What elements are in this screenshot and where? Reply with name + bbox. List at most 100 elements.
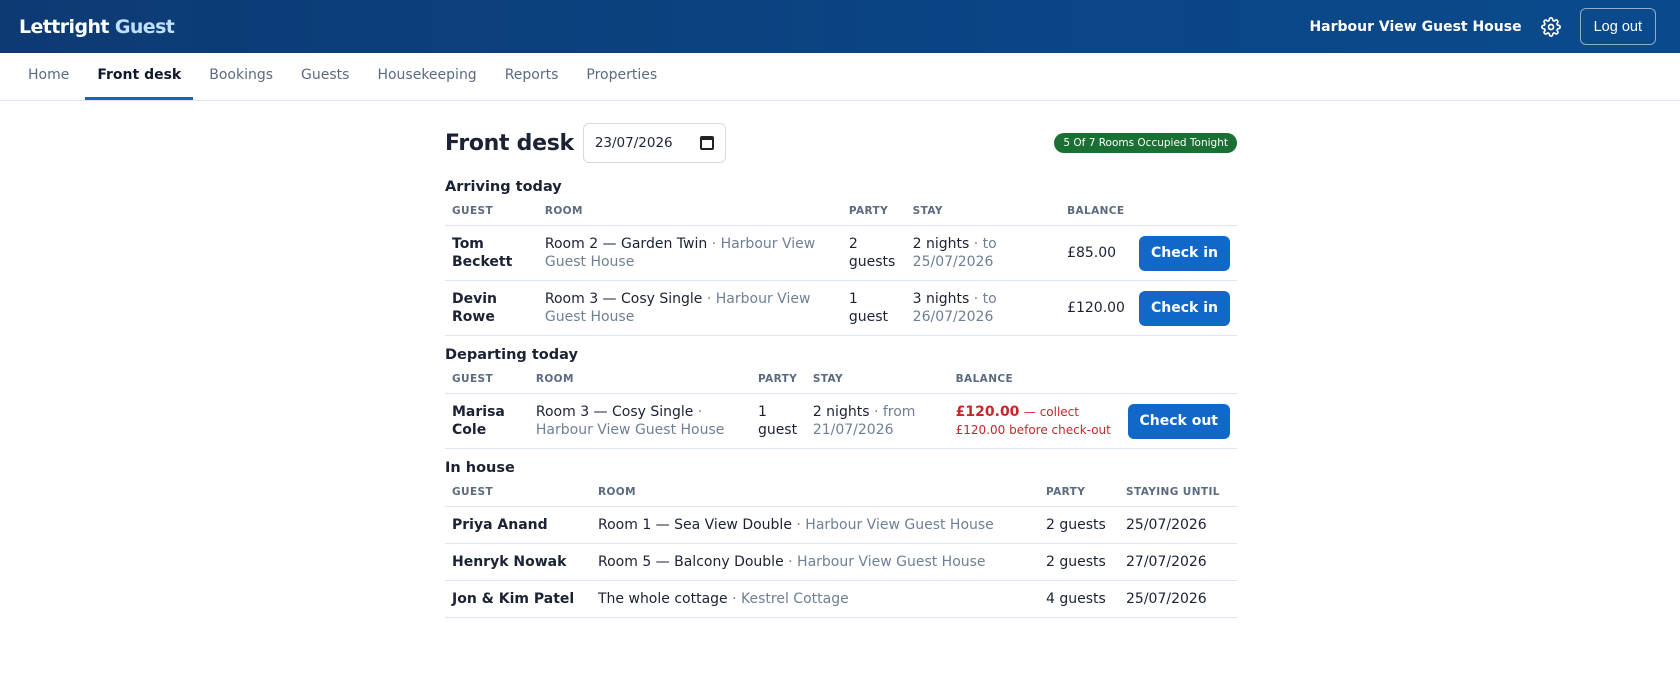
action-cell: Check out bbox=[1120, 393, 1237, 449]
calendar-icon[interactable] bbox=[699, 136, 714, 150]
room-cell: The whole cottage · Kestrel Cottage bbox=[591, 580, 1039, 618]
table-row: Henryk Nowak Room 5 — Balcony Double · H… bbox=[445, 543, 1237, 581]
property-name: · Harbour View Guest House bbox=[796, 517, 994, 533]
arriving-table: GUEST ROOM PARTY STAY BALANCE Tom Becket… bbox=[445, 203, 1237, 336]
nights: 2 nights bbox=[812, 404, 870, 420]
guest-name[interactable]: Jon & Kim Patel bbox=[445, 580, 591, 618]
brand-name-part1: Lettright bbox=[19, 15, 109, 38]
col-header-party: PARTY bbox=[750, 371, 806, 394]
check-in-button[interactable]: Check in bbox=[1139, 290, 1230, 326]
front-desk-content: Front desk 23/07/2026 5 Of 7 Rooms Occup… bbox=[445, 118, 1237, 618]
tab-home[interactable]: Home bbox=[28, 67, 70, 83]
in-house-table: GUEST ROOM PARTY STAYING UNTIL Priya Ana… bbox=[445, 484, 1237, 618]
col-header-guest: GUEST bbox=[445, 371, 529, 394]
stay-cell: 2 nights · to 25/07/2026 bbox=[905, 225, 1061, 281]
property-name: · Harbour View Guest House bbox=[544, 291, 811, 325]
guest-name[interactable]: Tom Beckett bbox=[445, 225, 538, 281]
room-cell: Room 3 — Cosy Single · Harbour View Gues… bbox=[528, 393, 751, 449]
room-cell: Room 3 — Cosy Single · Harbour View Gues… bbox=[537, 280, 842, 336]
stay-dates: · from 21/07/2026 bbox=[812, 404, 916, 438]
room-cell: Room 1 — Sea View Double · Harbour View … bbox=[591, 506, 1039, 544]
gear-icon[interactable] bbox=[1540, 16, 1562, 38]
occupancy-badge: 5 Of 7 Rooms Occupied Tonight bbox=[1054, 133, 1237, 153]
party-size: 2 guests bbox=[1039, 543, 1119, 581]
stay-dates: · to 25/07/2026 bbox=[912, 236, 997, 270]
party-size: 2 guests bbox=[1039, 506, 1119, 544]
balance: £120.00 bbox=[1060, 280, 1132, 336]
col-header-action bbox=[1132, 203, 1237, 226]
col-header-guest: GUEST bbox=[445, 484, 591, 507]
stay-cell: 3 nights · to 26/07/2026 bbox=[905, 280, 1061, 336]
col-header-stay: STAY bbox=[805, 371, 949, 394]
nights: 3 nights bbox=[912, 291, 970, 307]
action-cell: Check in bbox=[1132, 280, 1237, 336]
room-name: Room 2 — Garden Twin bbox=[544, 236, 708, 252]
table-row: Jon & Kim Patel The whole cottage · Kest… bbox=[445, 580, 1237, 618]
col-header-action bbox=[1120, 371, 1237, 394]
guest-name[interactable]: Priya Anand bbox=[445, 506, 591, 544]
col-header-guest: GUEST bbox=[445, 203, 538, 226]
property-name: · Harbour View Guest House bbox=[544, 236, 816, 270]
nights: 2 nights bbox=[912, 236, 970, 252]
section-heading-in-house: In house bbox=[445, 460, 515, 476]
top-bar: Lettright Guest Harbour View Guest House… bbox=[0, 0, 1680, 53]
brand-logo[interactable]: Lettright Guest bbox=[19, 15, 175, 38]
col-header-stay: STAY bbox=[905, 203, 1061, 226]
room-cell: Room 5 — Balcony Double · Harbour View G… bbox=[591, 543, 1039, 581]
party-size: 1 guest bbox=[841, 280, 906, 336]
date-value: 23/07/2026 bbox=[594, 135, 673, 151]
party-size: 4 guests bbox=[1039, 580, 1119, 618]
property-name: · Harbour View Guest House bbox=[535, 404, 725, 438]
check-in-button[interactable]: Check in bbox=[1139, 235, 1230, 271]
logout-button[interactable]: Log out bbox=[1579, 8, 1656, 45]
guest-name[interactable]: Devin Rowe bbox=[445, 280, 538, 336]
table-row: Devin Rowe Room 3 — Cosy Single · Harbou… bbox=[445, 280, 1237, 336]
balance: £85.00 bbox=[1060, 225, 1132, 281]
main-nav: Home Front desk Bookings Guests Housekee… bbox=[0, 53, 1680, 101]
section-heading-departing: Departing today bbox=[445, 347, 578, 363]
balance-note: — collect £120.00 before check-out bbox=[955, 405, 1111, 437]
balance-due: £120.00 bbox=[955, 404, 1020, 420]
page-title: Front desk bbox=[445, 130, 574, 156]
property-name: · Harbour View Guest House bbox=[788, 554, 986, 570]
table-row: Tom Beckett Room 2 — Garden Twin · Harbo… bbox=[445, 225, 1237, 281]
guest-name[interactable]: Marisa Cole bbox=[445, 393, 529, 449]
col-header-party: PARTY bbox=[841, 203, 906, 226]
col-header-room: ROOM bbox=[537, 203, 842, 226]
tab-guests[interactable]: Guests bbox=[301, 67, 350, 83]
stay-cell: 2 nights · from 21/07/2026 bbox=[805, 393, 949, 449]
col-header-balance: BALANCE bbox=[1060, 203, 1132, 226]
party-size: 2 guests bbox=[841, 225, 906, 281]
balance-cell: £120.00 — collect £120.00 before check-o… bbox=[948, 393, 1121, 449]
tab-properties[interactable]: Properties bbox=[586, 67, 658, 83]
room-cell: Room 2 — Garden Twin · Harbour View Gues… bbox=[537, 225, 842, 281]
staying-until: 25/07/2026 bbox=[1119, 580, 1237, 618]
col-header-staying-until: STAYING UNTIL bbox=[1119, 484, 1237, 507]
col-header-balance: BALANCE bbox=[948, 371, 1121, 394]
property-name: Harbour View Guest House bbox=[1309, 18, 1522, 35]
section-heading-arriving: Arriving today bbox=[445, 179, 562, 195]
col-header-room: ROOM bbox=[528, 371, 751, 394]
staying-until: 27/07/2026 bbox=[1119, 543, 1237, 581]
table-row: Priya Anand Room 1 — Sea View Double · H… bbox=[445, 506, 1237, 544]
stay-dates: · to 26/07/2026 bbox=[912, 291, 997, 325]
page-header: Front desk 23/07/2026 5 Of 7 Rooms Occup… bbox=[445, 118, 1237, 168]
brand-name-part2: Guest bbox=[114, 15, 175, 38]
action-cell: Check in bbox=[1132, 225, 1237, 281]
room-name: Room 1 — Sea View Double bbox=[598, 517, 792, 533]
check-out-button[interactable]: Check out bbox=[1127, 403, 1230, 439]
tab-housekeeping[interactable]: Housekeeping bbox=[377, 67, 477, 83]
room-name: Room 5 — Balcony Double bbox=[598, 554, 784, 570]
property-name: · Kestrel Cottage bbox=[732, 591, 849, 607]
staying-until: 25/07/2026 bbox=[1119, 506, 1237, 544]
tab-reports[interactable]: Reports bbox=[504, 67, 559, 83]
party-size: 1 guest bbox=[750, 393, 806, 449]
room-name: The whole cottage bbox=[598, 591, 728, 607]
departing-table: GUEST ROOM PARTY STAY BALANCE Marisa Col… bbox=[445, 371, 1237, 449]
table-row: Marisa Cole Room 3 — Cosy Single · Harbo… bbox=[445, 393, 1237, 449]
tab-front-desk[interactable]: Front desk bbox=[85, 53, 194, 100]
date-picker[interactable]: 23/07/2026 bbox=[582, 123, 726, 163]
col-header-room: ROOM bbox=[591, 484, 1039, 507]
guest-name[interactable]: Henryk Nowak bbox=[445, 543, 591, 581]
tab-bookings[interactable]: Bookings bbox=[209, 67, 274, 83]
